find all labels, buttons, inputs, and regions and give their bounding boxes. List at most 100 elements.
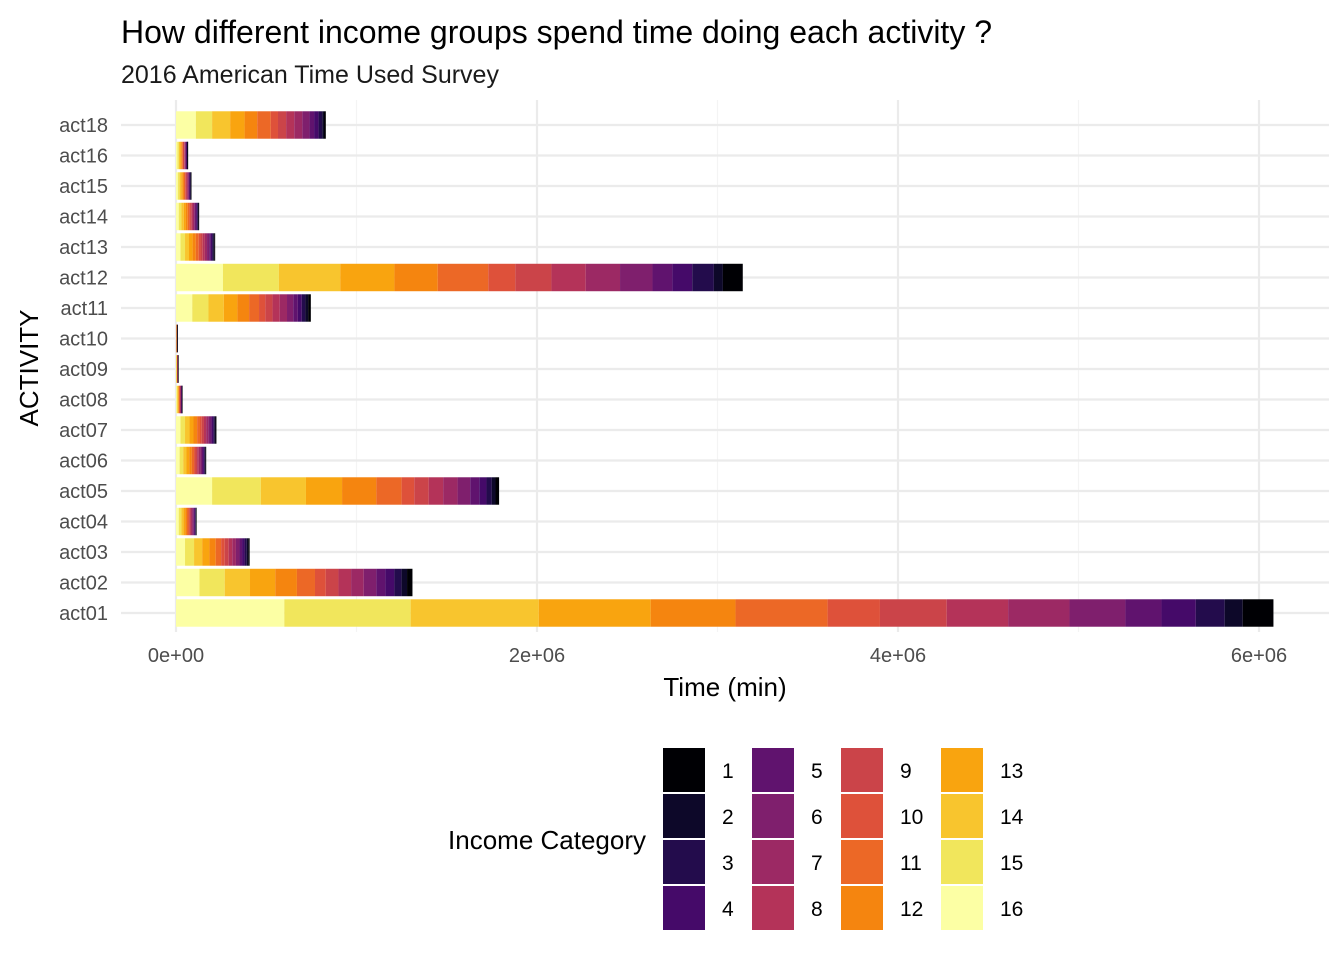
y-tick-label: act11 [61,298,108,320]
bar-segment-act05-income-11 [376,477,402,505]
bar-segment-act12-income-6 [620,263,653,292]
bar-segment-act18-income-9 [277,111,287,139]
bar-segment-act05-income-14 [260,477,306,505]
bar-segment-act05-income-3 [486,477,492,505]
bar-segment-act13-income-1 [214,233,216,261]
bar-segment-act05-income-13 [305,477,343,505]
y-tick-label: act04 [59,512,108,534]
bar-segment-act15-income-10 [185,172,186,200]
y-tick-label: act02 [59,573,108,595]
bar-segment-act05-income-15 [212,477,261,505]
bar-segment-act01-income-8 [946,599,1009,627]
bar-segment-act03-income-13 [202,538,210,566]
bar-segment-act08-income-16 [176,385,177,414]
bar-segment-act05-income-6 [457,477,471,505]
bar-segment-act18-income-4 [314,111,319,139]
x-axis-title: Time (min) [663,672,786,702]
bar-segment-act03-income-12 [209,538,216,566]
bar-segment-act07-income-15 [180,416,186,444]
bar-segment-act06-income-11 [191,446,195,475]
bar-segment-act14-income-14 [181,202,184,231]
bar-segment-act16-income-15 [177,141,179,170]
bar-segment-act14-income-3 [197,202,199,231]
bar-segment-act08-income-1 [181,385,183,414]
y-tick-label: act10 [59,329,108,351]
bar-segment-act06-income-16 [176,446,180,475]
bar-segment-act04-income-1 [196,507,197,536]
bar-segment-act16-income-9 [183,141,185,170]
bar-segment-act05-income-10 [401,477,415,505]
bar-segment-act03-income-11 [215,538,222,566]
bar-segment-act15-income-16 [176,172,178,200]
bar-segment-act16-income-1 [187,141,189,170]
bar-segment-act12-income-9 [515,263,552,292]
bar-segment-act01-income-2 [1224,599,1243,627]
bar-segment-act06-income-1 [205,446,207,475]
bar-segment-act16-income-3 [186,141,188,170]
bar-segment-act12-income-8 [551,263,586,292]
bar-segment-act06-income-14 [183,446,187,475]
bar-segment-act01-income-15 [284,599,411,627]
bar-segment-act02-income-1 [407,568,413,597]
bar-segment-act18-income-3 [318,111,323,139]
y-tick-label: act13 [59,237,108,259]
bar-segment-act16-income-6 [185,141,187,170]
bar-segment-act08-income-6 [180,385,182,414]
bar-segment-act13-income-6 [207,233,210,261]
bar-segment-act01-income-14 [410,599,539,627]
legend-label-10: 10 [900,806,923,829]
bar-segment-act13-income-8 [202,233,205,261]
y-tick-label: act05 [59,481,108,503]
bar-segment-act11-income-13 [223,294,238,322]
bar-segment-act04-income-8 [190,507,192,536]
bar-segment-act15-income-9 [185,172,187,200]
bar-segment-act08-income-12 [178,385,180,414]
bar-segment-act03-income-14 [194,538,203,566]
bar-segment-act12-income-14 [278,263,341,292]
bar-segment-act18-income-16 [176,111,196,139]
y-tick-label: act15 [59,176,108,198]
bar-segment-act06-income-13 [186,446,190,475]
bar-segment-act16-income-11 [182,141,183,170]
bar-segment-act12-income-10 [488,263,516,292]
bar-segment-act15-income-7 [187,172,189,200]
bar-segment-act05-income-5 [470,477,480,505]
legend-swatch-11 [841,840,883,884]
bar-segment-act07-income-5 [210,416,212,444]
y-axis-title: ACTIVITY [14,309,44,426]
bar-segment-act14-income-1 [198,202,200,231]
legend-swatch-12 [841,886,883,930]
bar-segment-act13-income-15 [180,233,186,261]
bar-segment-act14-income-11 [187,202,190,231]
bar-segment-act13-income-2 [213,233,215,261]
bar-segment-act01-income-4 [1161,599,1196,627]
bar-segment-act14-income-5 [195,202,197,231]
bar-segment-act12-income-1 [722,263,743,292]
bar-segment-act07-income-3 [213,416,215,444]
y-tick-label: act14 [59,207,108,229]
bar-segment-act14-income-16 [176,202,179,231]
bar-segment-act01-income-6 [1069,599,1126,627]
gridlines [121,100,1329,632]
bar-segment-act15-income-1 [190,172,192,200]
bar-segment-act11-income-14 [208,294,224,322]
bar-segment-act04-income-2 [195,507,197,536]
legend-label-2: 2 [722,806,734,829]
bar-segment-act14-income-2 [198,202,199,231]
chart-title: How different income groups spend time d… [121,14,992,50]
bar-segment-act07-income-4 [211,416,214,444]
bar-segment-act06-income-2 [205,446,206,475]
bar-segment-act08-income-7 [180,385,182,414]
legend-swatch-15 [941,840,983,884]
chart-subtitle: 2016 American Time Used Survey [121,61,499,89]
bar-segment-act04-income-5 [193,507,195,536]
legend-label-16: 16 [1000,898,1023,921]
bar-segment-act16-income-14 [178,141,181,170]
bar-segment-act14-income-4 [196,202,198,231]
bar-segment-act15-income-5 [188,172,190,200]
bar-segment-act07-income-11 [197,416,201,444]
bar-segment-act18-income-13 [230,111,245,139]
legend-label-3: 3 [722,852,734,875]
bar-segment-act11-income-7 [279,294,288,322]
bar-segment-act06-income-10 [194,446,196,475]
